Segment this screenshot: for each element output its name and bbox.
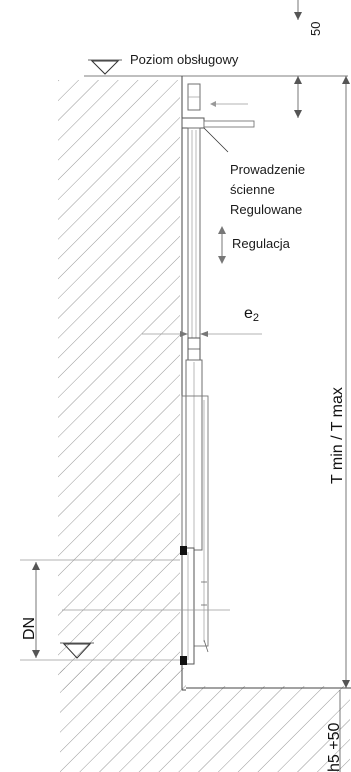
dn-label: DN [21, 617, 38, 640]
lower-seal [180, 656, 187, 665]
e2-dimension: e2 [142, 305, 262, 337]
adjustment-label: Regulacja [232, 236, 291, 251]
bottom-dimension-label: h5 +50 [326, 723, 343, 772]
top-dimension: 50 [294, 0, 323, 118]
dn-dimension: DN [20, 559, 230, 661]
service-level-marker-icon [88, 59, 122, 75]
wall-guide-label-line2: ścienne [230, 182, 275, 197]
water-level-marker-icon [60, 642, 94, 659]
wall-hatch-left [58, 80, 180, 690]
service-level-label: Poziom obsługowy [130, 52, 239, 67]
wall-guide-label-line1: Prowadzenie [230, 162, 305, 177]
t-range-dimension: T min / T max [329, 76, 350, 688]
adjustment-arrow-icon [218, 226, 226, 264]
ground-hatch-bottom [60, 668, 350, 772]
top-dimension-label: 50 [308, 22, 323, 36]
spindle-assembly [180, 83, 255, 665]
t-range-label: T min / T max [329, 387, 346, 484]
upper-seal [180, 546, 187, 555]
bottom-dimension: h5 +50 [326, 690, 343, 772]
wall-guide-callout: Prowadzenie ścienne Regulowane [203, 127, 305, 217]
e2-label: e2 [244, 305, 259, 324]
wall-guide-label-line3: Regulowane [230, 202, 302, 217]
